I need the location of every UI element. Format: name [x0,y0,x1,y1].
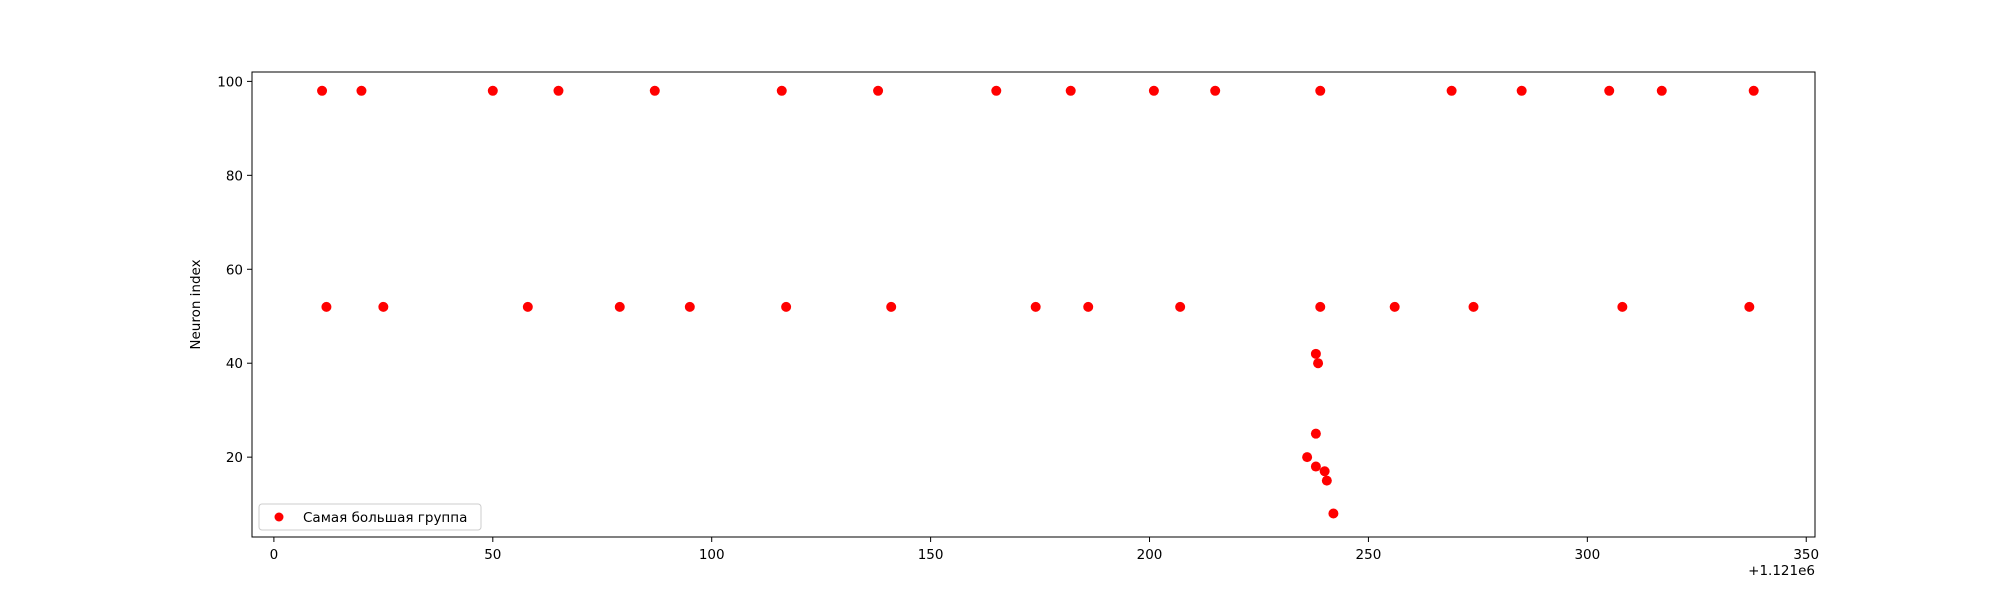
data-point [1516,85,1527,96]
data-point [1310,428,1321,439]
x-tick-label: 50 [484,547,501,563]
data-point [776,85,787,96]
legend: Самая большая группа [258,503,482,531]
legend-label: Самая большая группа [303,510,467,526]
data-point [1310,348,1321,359]
data-point [781,301,792,312]
data-point [1315,301,1326,312]
data-point [1748,85,1759,96]
data-point [1656,85,1667,96]
x-tick-label: 100 [699,547,725,563]
data-point [1302,452,1313,463]
data-point [553,85,564,96]
data-point [684,301,695,312]
y-axis: 20 40 60 80 100 [217,74,252,466]
x-axis: 0 50 100 150 200 250 300 350 [270,537,1819,563]
data-point [1389,301,1400,312]
x-tick-label: 250 [1356,547,1382,563]
data-point [1030,301,1041,312]
data-point [1065,85,1076,96]
data-point [1310,461,1321,472]
x-tick-label: 350 [1793,547,1819,563]
y-tick-label: 40 [226,356,243,372]
data-point [1319,466,1330,477]
y-tick-label: 60 [226,262,243,278]
data-point [487,85,498,96]
data-point [317,85,328,96]
data-point [1468,301,1479,312]
data-point [1604,85,1615,96]
legend-marker [274,512,284,522]
x-tick-label: 300 [1574,547,1600,563]
data-point [1321,475,1332,486]
data-point [873,85,884,96]
data-point [1175,301,1186,312]
data-point [886,301,897,312]
data-point [1744,301,1755,312]
data-point [1313,358,1324,369]
data-point [1148,85,1159,96]
data-point [649,85,660,96]
y-tick-label: 80 [226,168,243,184]
axes-frame [251,71,1816,538]
data-point [1617,301,1628,312]
data-point [356,85,367,96]
data-point [1446,85,1457,96]
data-point [321,301,332,312]
x-tick-label: 0 [270,547,279,563]
y-axis-label: Neuron index [188,259,204,349]
data-point [378,301,389,312]
x-tick-label: 200 [1137,547,1163,563]
y-tick-label: 100 [217,74,243,90]
legend-box [258,503,482,531]
data-point [614,301,625,312]
data-point [1083,301,1094,312]
x-axis-offset-label: +1.121e6 [1748,563,1815,579]
y-tick-label: 20 [226,450,243,466]
data-point [522,301,533,312]
data-point [1315,85,1326,96]
plot-area [317,85,1759,519]
data-point [1328,508,1339,519]
x-tick-label: 150 [918,547,944,563]
data-point [991,85,1002,96]
data-point [1210,85,1221,96]
